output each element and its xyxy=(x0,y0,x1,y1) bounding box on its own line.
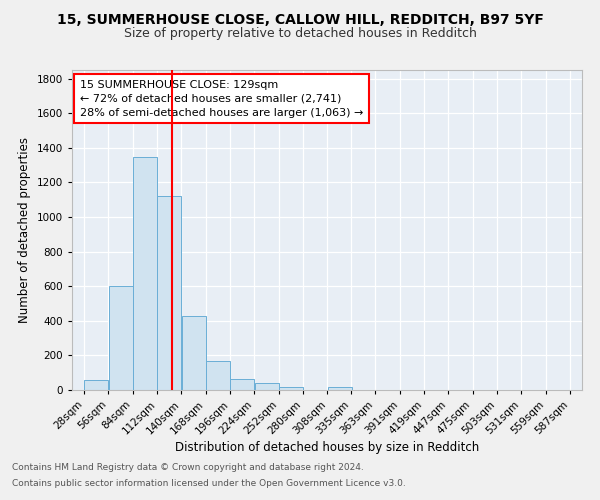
Text: 15 SUMMERHOUSE CLOSE: 129sqm
← 72% of detached houses are smaller (2,741)
28% of: 15 SUMMERHOUSE CLOSE: 129sqm ← 72% of de… xyxy=(80,80,363,118)
Bar xyxy=(230,379,254,390)
Bar xyxy=(109,286,133,390)
Bar xyxy=(85,380,108,390)
Bar xyxy=(254,384,278,390)
Text: Contains public sector information licensed under the Open Government Licence v3: Contains public sector information licen… xyxy=(12,478,406,488)
X-axis label: Distribution of detached houses by size in Redditch: Distribution of detached houses by size … xyxy=(175,442,479,454)
Bar xyxy=(328,386,352,390)
Text: 15, SUMMERHOUSE CLOSE, CALLOW HILL, REDDITCH, B97 5YF: 15, SUMMERHOUSE CLOSE, CALLOW HILL, REDD… xyxy=(56,12,544,26)
Bar xyxy=(206,360,230,390)
Text: Size of property relative to detached houses in Redditch: Size of property relative to detached ho… xyxy=(124,28,476,40)
Y-axis label: Number of detached properties: Number of detached properties xyxy=(18,137,31,323)
Bar xyxy=(157,196,181,390)
Text: Contains HM Land Registry data © Crown copyright and database right 2024.: Contains HM Land Registry data © Crown c… xyxy=(12,464,364,472)
Bar xyxy=(182,316,206,390)
Bar xyxy=(279,386,303,390)
Bar xyxy=(133,158,157,390)
